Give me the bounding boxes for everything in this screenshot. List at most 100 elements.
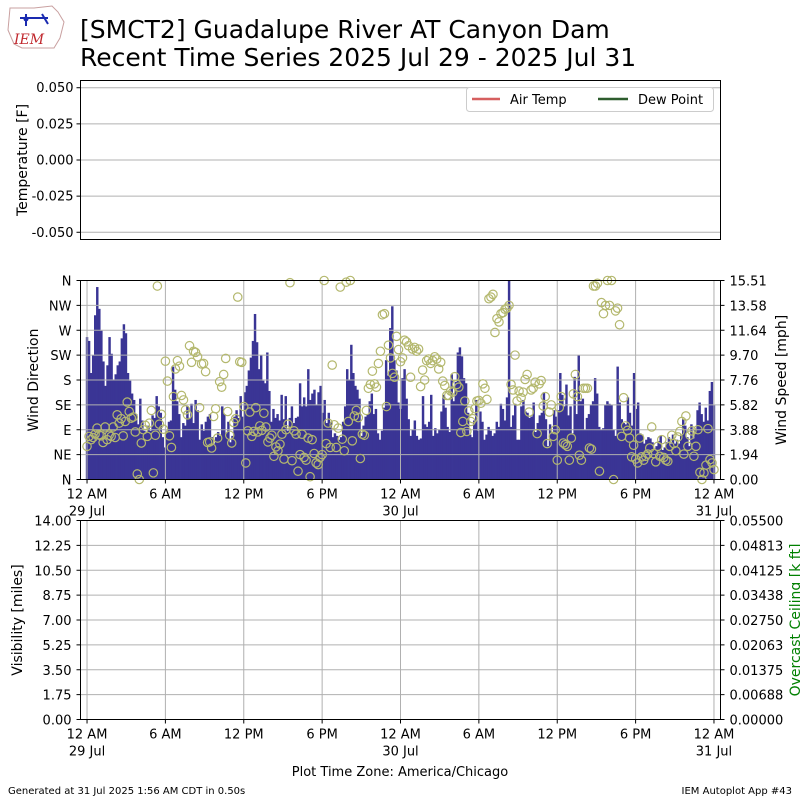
wind-speed-bar xyxy=(598,426,601,480)
wind-direction-marker xyxy=(267,430,277,441)
wind-speed-bar xyxy=(94,315,97,480)
wind-direction-marker xyxy=(261,422,271,432)
wind-direction-marker xyxy=(293,466,303,477)
visibility-time-tick-label: 6 PM xyxy=(620,728,651,743)
wind-direction-marker xyxy=(634,433,645,443)
wind-direction-marker xyxy=(478,379,488,389)
visibility-tick-label: 14.00 xyxy=(34,515,71,530)
wind-direction-marker xyxy=(371,382,382,392)
wind-speed-bar xyxy=(706,420,710,480)
wind-speed-bar xyxy=(313,389,316,480)
wind-speed-bar xyxy=(159,412,163,480)
wind-speed-bar xyxy=(661,449,664,480)
wind-direction-marker xyxy=(232,292,243,302)
wind-direction-marker xyxy=(540,391,551,402)
speed-tick-label: 1.94 xyxy=(730,449,759,464)
direction-tick-label: NW xyxy=(49,299,72,314)
wind-speed-bar xyxy=(198,439,201,480)
wind-speed-bar xyxy=(456,352,460,480)
wind-speed-bar xyxy=(87,340,91,480)
wind-speed-bar xyxy=(186,406,189,480)
wind-speed-bar xyxy=(423,424,427,480)
wind-speed-bar xyxy=(114,374,117,480)
wind-speed-bar xyxy=(573,376,576,480)
wind-speed-bar xyxy=(356,389,359,480)
wind-speed-bar xyxy=(448,432,451,480)
speed-tick-label: 0.00 xyxy=(730,474,759,489)
wind-direction-marker xyxy=(90,429,100,439)
speed-tick-label: 7.76 xyxy=(730,374,759,389)
wind-speed-bar xyxy=(444,407,447,480)
wind-speed-bar xyxy=(624,424,628,480)
wind-speed-bar xyxy=(649,438,652,480)
generated-note: Generated at 31 Jul 2025 1:56 AM CDT in … xyxy=(8,786,245,797)
wind-speed-bar xyxy=(671,434,675,480)
wind-speed-bar xyxy=(475,399,478,480)
wind-direction-marker xyxy=(614,319,625,330)
wind-speed-bar xyxy=(436,433,439,480)
wind-direction-marker xyxy=(379,308,390,319)
wind-speed-bar xyxy=(370,393,374,480)
wind-speed-bar xyxy=(608,403,611,480)
wind-speed-bar xyxy=(237,417,240,480)
wind-direction-marker xyxy=(114,418,124,428)
wind-speed-bar xyxy=(538,415,542,480)
wind-speed-bar xyxy=(546,446,550,480)
wind-speed-bar xyxy=(415,435,419,480)
wind-speed-bar xyxy=(218,435,222,480)
wind-panel: N NE E SE S SW W NW N 0.00 1.94 3.88 5.82 7.76 9.70 11… xyxy=(26,275,790,520)
visibility-tick-label: 8.75 xyxy=(43,589,72,604)
wind-speed-bar xyxy=(704,407,707,480)
wind-direction-marker xyxy=(353,412,364,423)
wind-speed-bar xyxy=(253,313,257,480)
wind-direction-marker xyxy=(419,375,430,385)
wind-speed-bar xyxy=(120,338,124,480)
wind-speed-bar xyxy=(288,417,292,480)
wind-direction-marker xyxy=(273,445,283,456)
wind-direction-marker xyxy=(456,427,466,438)
temperature-tick-label: 0.000 xyxy=(36,154,73,169)
ceiling-tick-label: 0.05500 xyxy=(730,515,784,530)
wind-direction-marker xyxy=(391,331,402,342)
ceiling-tick-label: 0.04125 xyxy=(730,564,784,579)
wind-direction-marker xyxy=(552,455,563,465)
wind-speed-bar xyxy=(421,396,425,480)
wind-speed-bar xyxy=(268,390,271,480)
wind-direction-marker xyxy=(435,357,446,368)
wind-speed-bar xyxy=(96,287,99,480)
wind-speed-bar xyxy=(493,433,496,480)
wind-speed-bar xyxy=(511,415,515,480)
wind-speed-bar xyxy=(550,433,554,480)
wind-direction-marker xyxy=(592,278,603,289)
wind-direction-marker xyxy=(325,442,335,453)
wind-speed-bar xyxy=(116,365,119,480)
wind-direction-marker xyxy=(570,369,581,380)
temperature-axes-frame xyxy=(80,80,721,240)
wind-speed-bar xyxy=(175,401,179,480)
wind-speed-bar xyxy=(641,434,644,480)
wind-speed-bar xyxy=(688,446,691,480)
wind-speed-bar xyxy=(616,366,619,480)
wind-speed-bar xyxy=(163,447,167,480)
wind-speed-bar xyxy=(229,442,232,480)
wind-speed-bar xyxy=(231,435,234,480)
wind-direction-marker xyxy=(695,467,705,478)
chart-subtitle: Recent Time Series 2025 Jul 29 - 2025 Ju… xyxy=(80,43,636,72)
wind-direction-marker xyxy=(584,443,595,453)
wind-direction-marker xyxy=(164,431,175,441)
temperature-legend: Air Temp Dew Point xyxy=(466,87,714,112)
wind-direction-marker xyxy=(618,392,629,403)
wind-direction-marker xyxy=(230,413,241,424)
wind-direction-marker xyxy=(562,441,573,452)
wind-speed-bar xyxy=(235,410,238,480)
wind-speed-bar xyxy=(110,353,113,480)
wind-speed-bar xyxy=(690,424,693,480)
wind-direction-marker xyxy=(703,423,713,434)
wind-direction-marker xyxy=(335,282,346,292)
wind-direction-marker xyxy=(240,458,251,468)
visibility-time-date-label: 30 Jul xyxy=(382,745,418,760)
wind-direction-marker xyxy=(186,357,197,368)
wind-direction-marker xyxy=(488,289,498,300)
wind-direction-marker xyxy=(675,426,685,437)
